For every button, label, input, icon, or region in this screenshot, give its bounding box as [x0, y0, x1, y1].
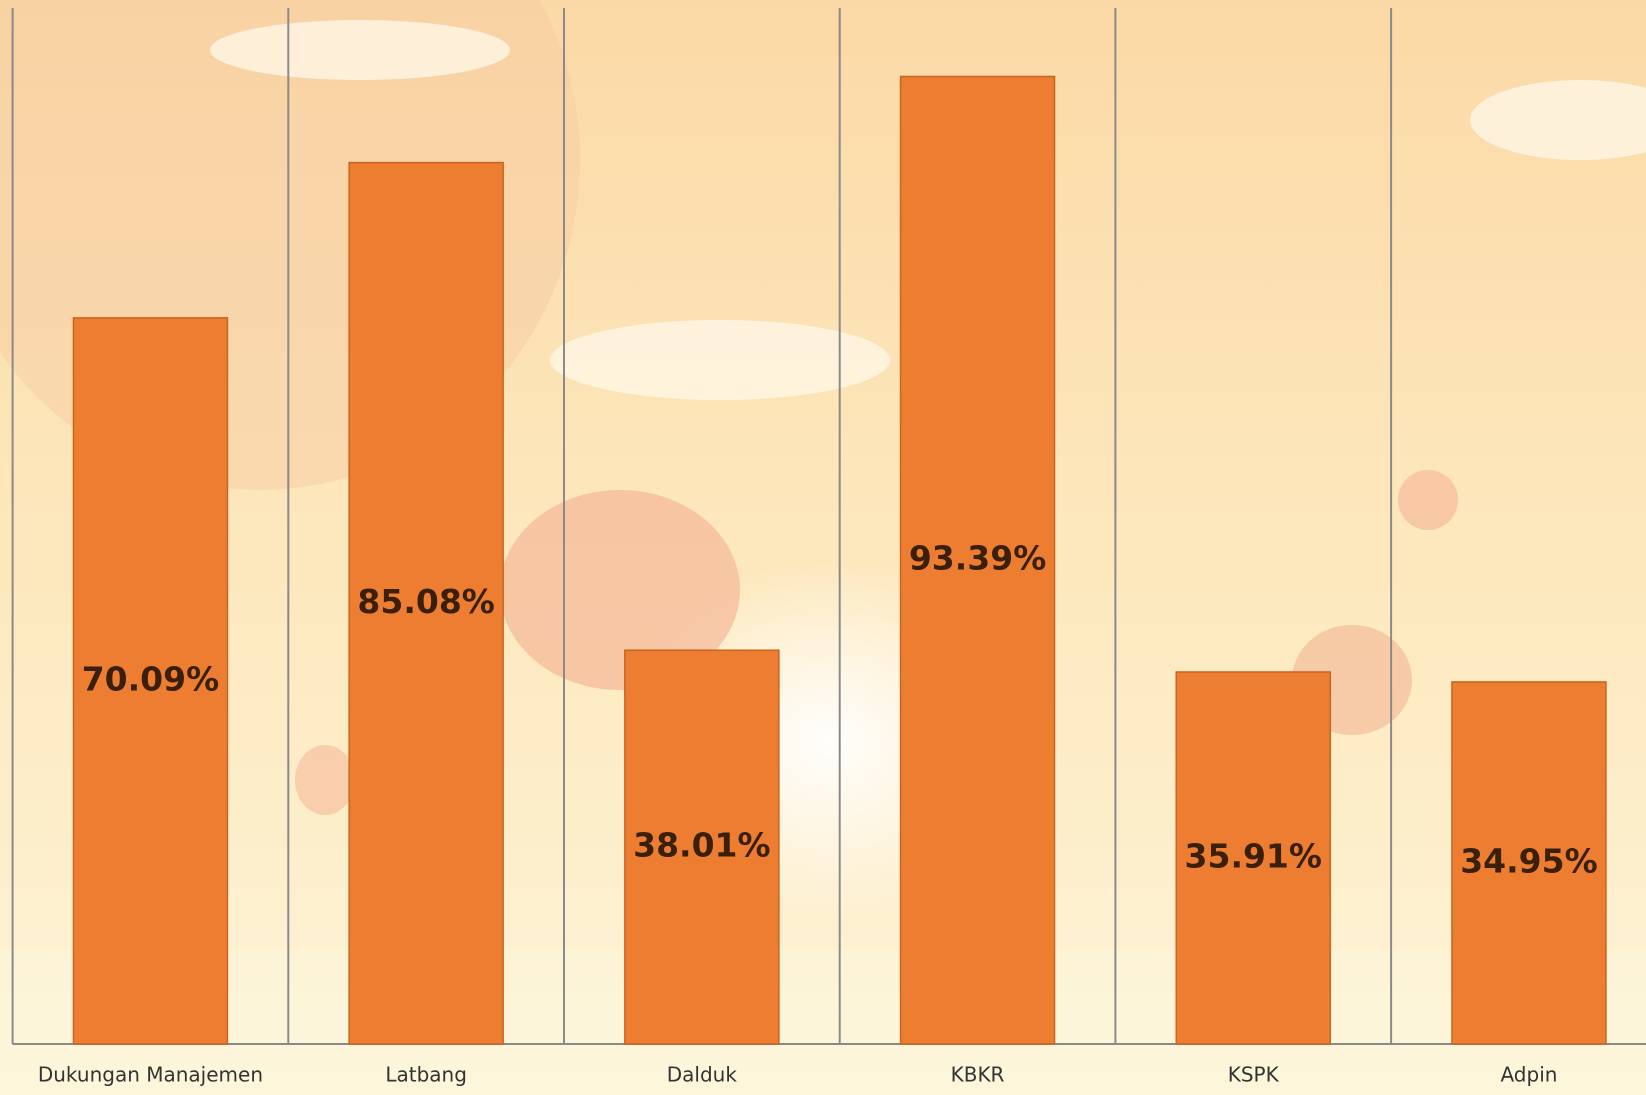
- x-tick-label: Dukungan Manajemen: [38, 1063, 263, 1087]
- background: [0, 0, 1646, 1095]
- x-tick-label: Dalduk: [667, 1063, 738, 1087]
- value-label: 93.39%: [909, 539, 1046, 578]
- page: {"chart_data": {"type": "bar", "categori…: [0, 0, 1646, 1095]
- value-label: 85.08%: [357, 582, 494, 621]
- value-label: 38.01%: [633, 826, 770, 865]
- x-tick-label: KSPK: [1228, 1063, 1280, 1087]
- value-label: 35.91%: [1185, 836, 1322, 875]
- value-label: 70.09%: [82, 659, 219, 698]
- x-tick-label: Adpin: [1500, 1063, 1557, 1087]
- value-label: 34.95%: [1460, 841, 1597, 880]
- x-tick-label: KBKR: [951, 1063, 1005, 1087]
- chart: 70.09% Dukungan Manajemen 85.08% Latbang 38.…: [0, 0, 1646, 1095]
- x-tick-label: Latbang: [385, 1063, 467, 1087]
